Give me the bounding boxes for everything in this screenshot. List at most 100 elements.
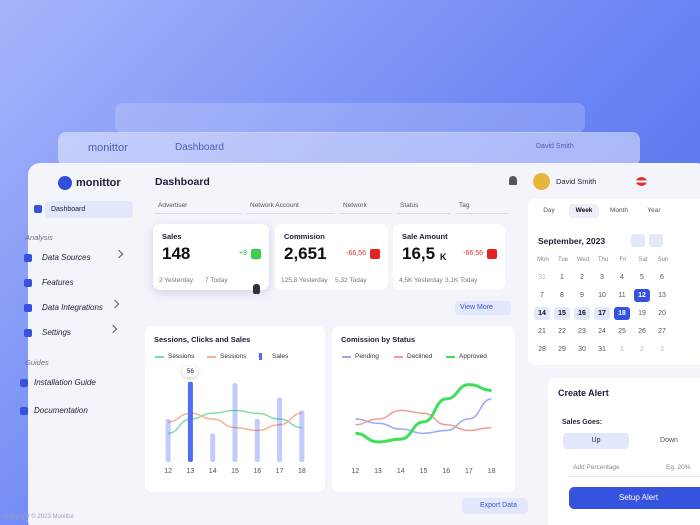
nav-icon — [20, 379, 28, 387]
calendar-day[interactable]: 7 — [540, 292, 544, 299]
x-tick-label: 12 — [351, 468, 360, 475]
copyright: Copyright © 2023 Monittor — [4, 514, 75, 520]
x-tick-label: 17 — [465, 468, 473, 475]
alert-title: Create Alert — [558, 388, 609, 398]
x-tick-label: 18 — [297, 468, 306, 475]
calendar-day[interactable]: 22 — [558, 328, 566, 335]
calendar-day[interactable]: 19 — [638, 310, 646, 317]
export-button[interactable]: Export Data — [462, 498, 528, 514]
bar — [187, 381, 193, 462]
calendar-day[interactable]: 20 — [658, 310, 666, 317]
calendar-day[interactable]: 23 — [578, 328, 586, 335]
view-more-button[interactable]: View More — [455, 301, 511, 315]
calendar-day[interactable]: 1 — [560, 274, 564, 281]
line — [355, 409, 492, 432]
nav-icon — [24, 329, 32, 337]
bar — [254, 419, 260, 462]
calendar-tab[interactable]: Week — [569, 204, 599, 218]
calendar-day[interactable]: 18 — [614, 307, 630, 320]
calendar-day[interactable]: 28 — [538, 346, 546, 353]
nav-section: Analysis — [25, 233, 53, 242]
x-tick-label: 16 — [442, 468, 451, 475]
calendar-day[interactable]: 2 — [580, 274, 584, 281]
legend-label: Approved — [459, 353, 487, 360]
weekday-label: Wed — [576, 257, 590, 263]
filter-dropdown[interactable]: Network — [340, 198, 392, 214]
filter-dropdown[interactable]: Advertiser — [155, 198, 241, 214]
calendar-tab[interactable]: Year — [647, 207, 661, 214]
nav-item[interactable]: Dashboard — [51, 206, 86, 213]
calendar-day[interactable]: 24 — [598, 328, 606, 335]
calendar-nav[interactable] — [649, 234, 663, 247]
calendar-day[interactable]: 8 — [560, 292, 564, 299]
tooltip: 56 — [182, 365, 199, 377]
down-button[interactable]: Down — [660, 437, 678, 444]
weekday-label: Tue — [557, 257, 569, 263]
nav-item[interactable]: Data Integrations — [42, 303, 103, 312]
x-tick-label: 15 — [231, 468, 239, 475]
calendar-day[interactable]: 6 — [660, 274, 664, 281]
calendar-day[interactable]: 1 — [620, 346, 624, 353]
nav-item[interactable]: Features — [42, 278, 74, 287]
field-label: Add Percentage — [573, 464, 620, 471]
x-tick-label: 17 — [275, 468, 284, 475]
stat-change: -66,56 — [463, 250, 483, 257]
x-tick-label: 14 — [396, 468, 405, 475]
calendar-day[interactable]: 3 — [600, 274, 604, 281]
nav-active — [45, 201, 133, 218]
calendar-day[interactable]: 27 — [658, 328, 666, 335]
calendar-tab[interactable]: Day — [543, 207, 555, 214]
calendar-day[interactable]: 13 — [658, 292, 666, 299]
calendar-day[interactable]: 26 — [638, 328, 646, 335]
calendar-day[interactable]: 30 — [578, 346, 586, 353]
calendar-day[interactable]: 5 — [640, 274, 644, 281]
nav-icon — [20, 407, 28, 415]
nav-item[interactable]: Installation Guide — [34, 378, 96, 387]
calendar-nav[interactable] — [631, 234, 645, 247]
legend-swatch — [446, 356, 455, 358]
weekday-label: Mon — [537, 257, 549, 263]
bar — [299, 410, 305, 462]
calendar-day[interactable]: 2 — [640, 346, 644, 353]
calendar-day[interactable]: 25 — [618, 328, 626, 335]
calendar-tab[interactable]: Month — [609, 207, 629, 214]
flag — [636, 177, 647, 186]
brand: monittor — [76, 177, 121, 189]
up-button[interactable]: Up — [563, 433, 629, 449]
calendar-day[interactable]: 31 — [538, 274, 546, 281]
legend-swatch — [342, 356, 351, 358]
calendar-day[interactable]: 3 — [660, 346, 664, 353]
filter-dropdown[interactable]: Tag — [456, 198, 508, 214]
filter-dropdown[interactable]: Network Account — [247, 198, 335, 214]
stat-today: 5,32 Today — [335, 277, 367, 284]
filter-label: Tag — [459, 202, 470, 209]
button-label: View More — [460, 304, 493, 311]
user-name[interactable]: David Smith — [556, 177, 597, 186]
legend-label: Sales — [272, 353, 289, 360]
nav-item[interactable]: Settings — [42, 328, 71, 337]
x-tick-label: 15 — [419, 468, 428, 475]
legend-label: Pending — [355, 353, 379, 360]
calendar-day[interactable]: 14 — [534, 307, 550, 320]
calendar-day[interactable]: 15 — [554, 307, 570, 320]
calendar-day[interactable]: 4 — [620, 274, 624, 281]
calendar-day[interactable]: 16 — [574, 307, 590, 320]
calendar-day[interactable]: 11 — [618, 292, 626, 299]
nav-item[interactable]: Documentation — [34, 406, 88, 415]
x-tick-label: 13 — [374, 468, 382, 475]
setup-button[interactable]: Setup Alert — [569, 487, 700, 509]
calendar-day[interactable]: 12 — [634, 289, 650, 302]
weekday-label: Sat — [638, 257, 648, 263]
nav-section: Guides — [25, 358, 49, 367]
nav-item[interactable]: Data Sources — [42, 253, 91, 262]
back-brand: monittor — [88, 142, 128, 154]
calendar-day[interactable]: 29 — [558, 346, 566, 353]
calendar-day[interactable]: 17 — [594, 307, 610, 320]
calendar-day[interactable]: 21 — [538, 328, 546, 335]
back-user: David Smith — [536, 143, 574, 150]
calendar-day[interactable]: 9 — [580, 292, 584, 299]
calendar-day[interactable]: 31 — [598, 346, 606, 353]
stat-card: Sales 148 +9 2 Yesterday 7 Today — [153, 224, 269, 290]
filter-dropdown[interactable]: Status — [397, 198, 450, 214]
calendar-day[interactable]: 10 — [598, 292, 606, 299]
